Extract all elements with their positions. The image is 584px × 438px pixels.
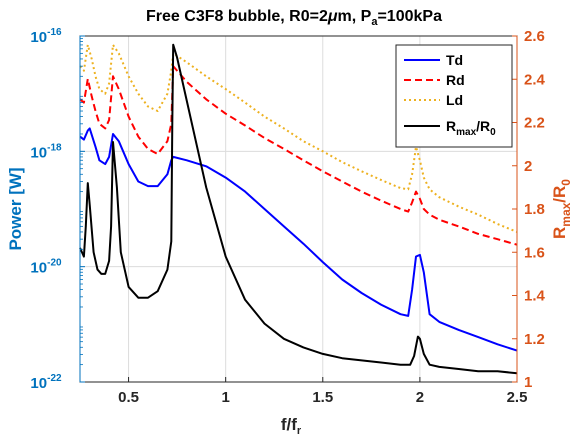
legend-rmax-mid: /R: [476, 118, 490, 134]
y-axis-label-left: Power [W]: [6, 167, 25, 250]
legend-rmax-main: R: [446, 118, 456, 134]
y-right-label-mid: /R: [550, 186, 569, 203]
legend-box: [395, 44, 513, 148]
y-left-tick-label: 10-22: [30, 373, 62, 392]
series-layer: [79, 43, 518, 375]
series-line-rd: [79, 65, 518, 246]
y-left-tick-label: 10-18: [30, 142, 62, 161]
legend-label-td: Td: [446, 52, 463, 68]
x-tick-label: 1: [221, 389, 229, 406]
title-part: =100kPa: [377, 8, 442, 25]
series-line-ld: [79, 43, 518, 233]
series-line-td: [79, 127, 518, 352]
y-left-tick-label: 10-16: [30, 27, 62, 46]
y-right-label-sub2: 0: [559, 179, 573, 186]
x-axis-label-sub: r: [297, 425, 302, 437]
title-mu: μ: [327, 8, 338, 25]
y-right-tick-label: 1.2: [524, 331, 545, 348]
y-right-tick-label: 2.6: [524, 28, 545, 45]
x-tick-label: 0.5: [118, 389, 139, 406]
legend-label-ld: Ld: [446, 92, 463, 108]
y-right-tick-label: 1.6: [524, 244, 545, 261]
series-line-rmax: [79, 43, 518, 375]
legend-label-rmax: Rmax/R0: [446, 118, 496, 138]
y-right-label-sub1: max: [559, 202, 573, 226]
chart-title: Free C3F8 bubble, R0=2μm, Pa=100kPa: [146, 8, 442, 28]
y-right-label-main: R: [550, 227, 569, 239]
y-right-tick-label: 1.8: [524, 201, 545, 218]
y-axis-label-right: Rmax/R0: [550, 179, 573, 239]
legend-label-rd: Rd: [446, 72, 465, 88]
y-left-tick-label: 10-20: [30, 258, 62, 277]
legend: Td Rd Ld Rmax/R0: [395, 44, 513, 148]
y-right-tick-label: 2: [524, 158, 532, 175]
x-tick-label: 2: [416, 389, 424, 406]
title-part: m, P: [338, 8, 372, 25]
y-right-tick-label: 2.4: [524, 71, 546, 88]
title-part: Free C3F8 bubble, R0=2: [146, 8, 328, 25]
legend-rmax-sub1: max: [456, 127, 476, 138]
ticks: 0.5 1 1.5 2 2.5 10-22 10-20 10-18 10-16 1 1.2 1.4 1.…: [30, 27, 545, 406]
x-tick-label: 1.5: [312, 389, 333, 406]
y-right-tick-label: 1.4: [524, 288, 546, 305]
x-axis-label: f/fr: [281, 415, 302, 437]
legend-rmax-sub2: 0: [490, 127, 496, 138]
x-tick-label: 2.5: [507, 389, 528, 406]
x-axis-label-main: f/f: [281, 415, 297, 434]
y-right-tick-label: 1: [524, 374, 532, 391]
y-right-tick-label: 2.2: [524, 115, 545, 132]
title-subscript: a: [371, 16, 378, 28]
